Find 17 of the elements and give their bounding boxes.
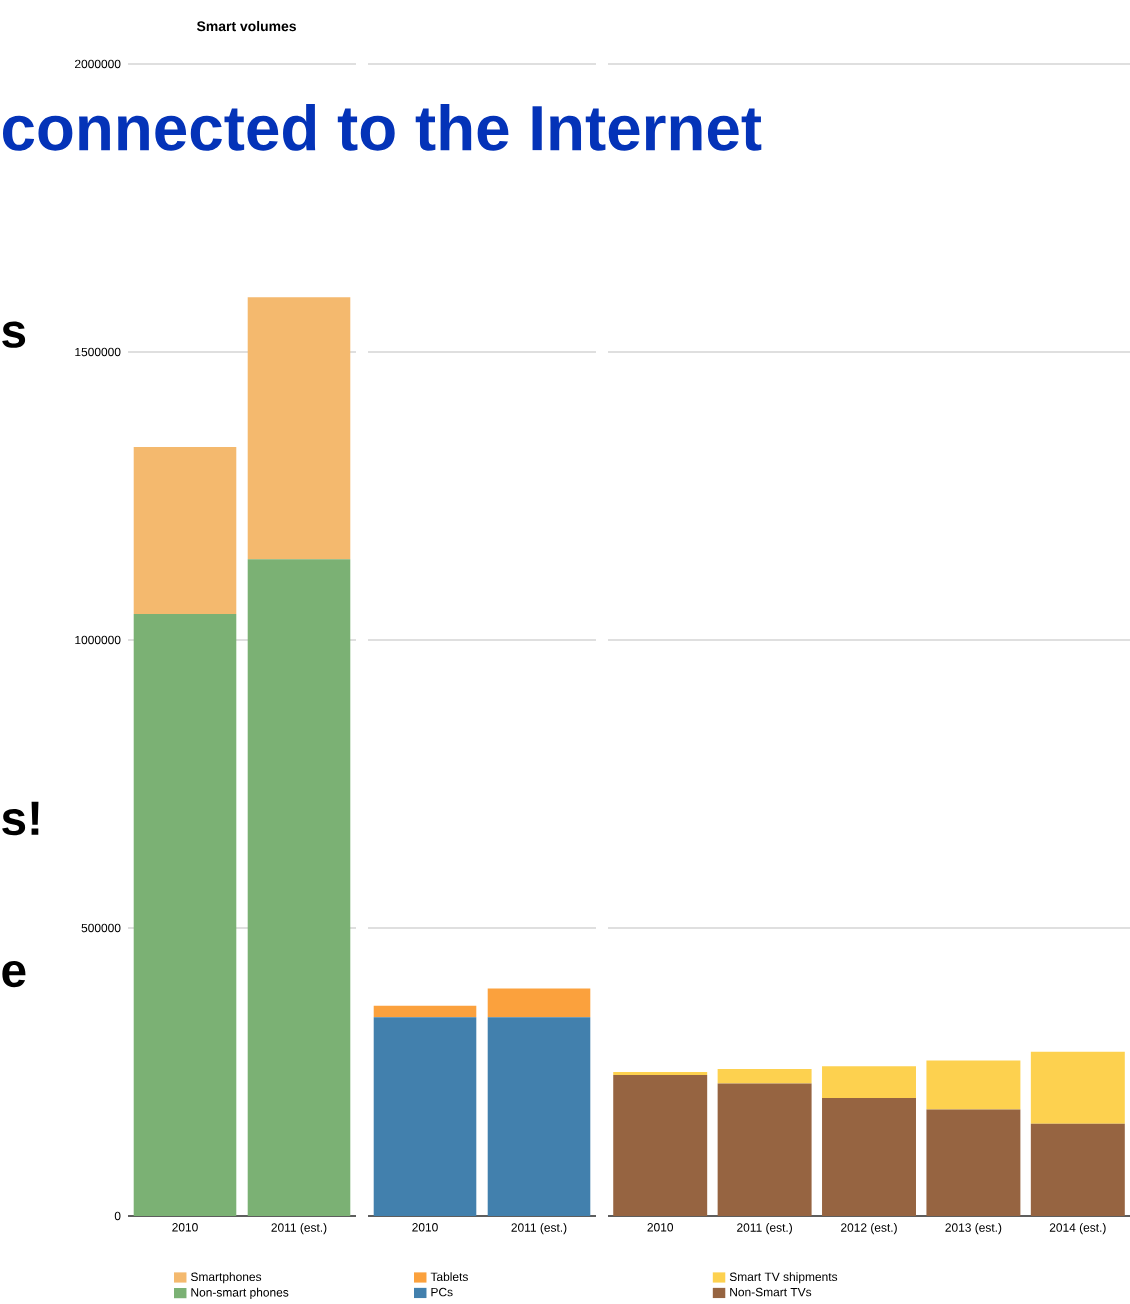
bar	[717, 1083, 812, 1216]
text: s!	[2, 801, 39, 836]
bar	[1030, 1123, 1125, 1216]
bar	[926, 1109, 1021, 1216]
bar	[926, 1060, 1021, 1110]
bar	[247, 559, 351, 1216]
bar	[822, 1066, 916, 1098]
bar	[822, 1097, 916, 1216]
bar	[1030, 1051, 1125, 1124]
annotation: connected to the Internet	[2, 103, 762, 151]
bar	[133, 614, 237, 1216]
bar	[717, 1069, 812, 1084]
text: s	[2, 321, 26, 348]
bar	[613, 1074, 708, 1216]
bar	[247, 297, 351, 560]
bar	[133, 447, 237, 615]
text: e	[2, 960, 26, 988]
